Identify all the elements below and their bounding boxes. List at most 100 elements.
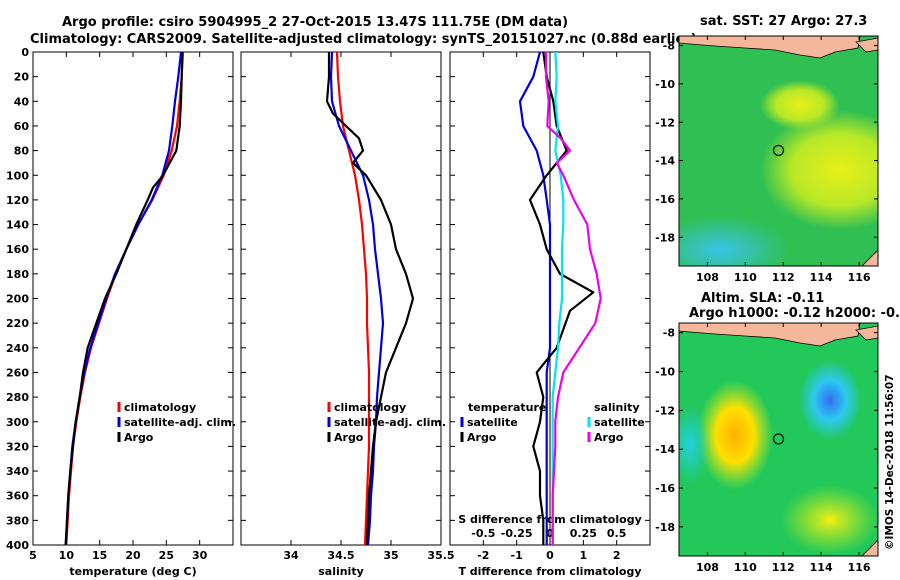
- depth-tick-label: 180: [6, 268, 29, 281]
- depth-tick-label: 220: [6, 317, 29, 330]
- salinity-legend-climatology-label: climatology: [334, 401, 406, 414]
- depth-tick-label: 200: [6, 293, 29, 306]
- temperature-series-climatology: [65, 51, 185, 546]
- sla-high-patch: [697, 380, 773, 490]
- depth-tick-label: 40: [14, 95, 30, 108]
- temperature-series-argo: [64, 51, 184, 546]
- map_sla-xtick-label: 114: [810, 561, 833, 574]
- difference-series-salinity-argo: [544, 52, 602, 545]
- watermark: ©IMOS 14-Dec-2018 11:56:07: [884, 374, 896, 550]
- legend-salinity-argo-label: Argo: [594, 431, 624, 444]
- s-diff-tick-label: -0.5: [471, 527, 495, 540]
- sst-land-australia: [861, 249, 878, 266]
- sst-warm-patch: [760, 110, 878, 230]
- temperature-series-satellite-adj-clim-: [64, 51, 183, 546]
- depth-tick-label: 300: [6, 416, 29, 429]
- map_sst-xtick-label: 108: [696, 271, 719, 284]
- map_sst-ytick-label: -14: [655, 155, 675, 168]
- salinity-series-satellite-adj-clim-: [329, 51, 385, 546]
- sla-land-java: [679, 323, 861, 347]
- difference-xtick-label: -2: [477, 549, 489, 562]
- map_sla-ytick-label: -16: [655, 482, 675, 495]
- depth-tick-label: 340: [6, 465, 29, 478]
- depth-tick-label: 160: [6, 243, 29, 256]
- difference-xtick-label: 1: [580, 549, 588, 562]
- map_sst-ytick-label: -12: [655, 116, 675, 129]
- salinity-frame: [240, 51, 442, 546]
- legend-salinity-title: salinity: [594, 401, 640, 414]
- header-line1: Argo profile: csiro 5904995_2 27-Oct-201…: [62, 15, 568, 30]
- depth-tick-label: 120: [6, 194, 29, 207]
- sla-land-australia: [861, 539, 878, 556]
- sla-map-title: Altim. SLA: -0.11: [701, 291, 824, 306]
- map_sla-xtick-label: 116: [848, 561, 871, 574]
- depth-tick-label: 400: [6, 539, 29, 552]
- map_sla-ytick-label: -14: [655, 443, 675, 456]
- difference-series-temperature-satellite: [518, 51, 552, 545]
- sla-map-frame: [678, 322, 879, 557]
- difference-series-temperature-argo: [528, 51, 595, 545]
- sst-land-east: [855, 37, 878, 53]
- sst-map-axes: 108 110 112 114 116 -8 -10 -12 -14 -16 -18: [655, 36, 878, 284]
- map_sst-argo-marker: [772, 144, 785, 157]
- sla-low-patch: [798, 360, 862, 440]
- sst-land-java: [679, 36, 861, 59]
- s-diff-tick-label: 0.5: [607, 527, 627, 540]
- map_sst-ytick-label: -16: [655, 193, 675, 206]
- map_sla-ytick-label: -8: [663, 327, 675, 340]
- depth-tick-label: 240: [6, 342, 29, 355]
- temperature-xlabel: temperature (deg C): [69, 565, 196, 578]
- map_sst-ytick-label: -18: [655, 231, 675, 244]
- s-diff-tick-label: 0.25: [570, 527, 597, 540]
- map_sst-xtick-label: 116: [848, 271, 871, 284]
- temperature-legend-climatology-label: climatology: [124, 401, 196, 414]
- depth-tick-label: 20: [14, 71, 30, 84]
- map_sla-xtick-label: 108: [696, 561, 719, 574]
- legend-temperature-satellite-label: satellite: [467, 416, 518, 429]
- legend-temperature-title: temperature: [468, 401, 546, 414]
- map_sla-xtick-label: 110: [734, 561, 757, 574]
- s-diff-tick-label: 0: [546, 527, 554, 540]
- depth-tick-label: 80: [14, 145, 30, 158]
- salinity-panel: 34 34.5 35 35.5 salinity climatology satellite…: [240, 51, 455, 578]
- depth-tick-label: 60: [14, 120, 30, 133]
- difference-xtick-label: 0: [546, 549, 554, 562]
- map_sst-xtick-label: 112: [772, 271, 795, 284]
- temperature-xtick-label: 5: [29, 549, 37, 562]
- salinity-xtick-label: 35.5: [427, 549, 454, 562]
- difference-xlabel: T difference from climatology: [458, 565, 641, 578]
- sst-warm-patch-north: [760, 80, 840, 130]
- temperature-xtick-label: 15: [92, 549, 107, 562]
- salinity-xtick-label: 34: [283, 549, 299, 562]
- map_sla-argo-marker: [772, 433, 785, 445]
- profile-panels: 0204060801001201401601802002202402602803…: [6, 46, 651, 578]
- temperature-xtick-label: 30: [192, 549, 208, 562]
- difference-xtick-label: -1: [511, 549, 523, 562]
- sla-cyan-patch: [679, 405, 710, 485]
- sla-map: Altim. SLA: -0.11 Argo h1000: -0.12 h200…: [655, 291, 900, 574]
- sla-yellow-patch: [780, 485, 878, 555]
- difference-xtick-label: 2: [613, 549, 621, 562]
- depth-tick-label: 0: [21, 46, 29, 59]
- map_sst-xtick-label: 114: [810, 271, 833, 284]
- s-diff-axis-title: S difference from climatology: [458, 513, 642, 526]
- temperature-panel: 0 20 40 60 80 100 120 140 160 180 200 220 240 260 280 3…: [6, 46, 236, 578]
- map_sla-xtick-label: 112: [772, 561, 795, 574]
- map_sst-xtick-label: 110: [734, 271, 757, 284]
- depth-tick-label: 280: [6, 391, 29, 404]
- map_sla-ytick-label: -10: [655, 366, 675, 379]
- legend-temperature-argo-label: Argo: [467, 431, 497, 444]
- s-diff-tick-label: -0.25: [501, 527, 533, 540]
- depth-tick-label: 360: [6, 490, 29, 503]
- temperature-xtick-label: 10: [59, 549, 75, 562]
- salinity-xtick-label: 35: [383, 549, 398, 562]
- salinity-series-argo: [325, 52, 415, 546]
- sla-land-east: [855, 325, 878, 341]
- temperature-legend-argo-label: Argo: [124, 431, 154, 444]
- depth-tick-label: 320: [6, 440, 29, 453]
- temperature-legend-satellite-label: satellite-adj. clim.: [124, 416, 236, 429]
- salinity-xtick-label: 34.5: [327, 549, 354, 562]
- difference-panel: -2 -1 0 1 2 T difference from climatology S di…: [449, 51, 651, 578]
- header-line2: Climatology: CARS2009. Satellite-adjuste…: [30, 32, 697, 47]
